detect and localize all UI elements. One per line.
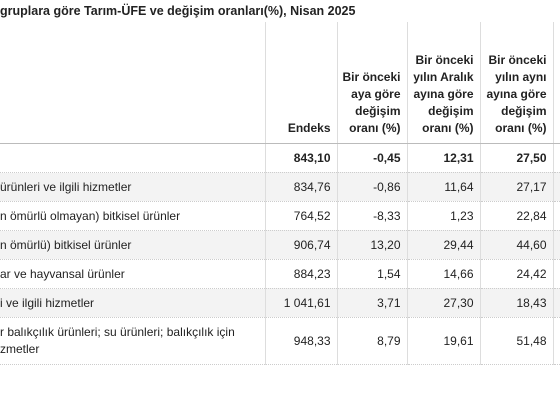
row-label: i ve ilgili hizmetler — [0, 288, 265, 318]
table-row: n ömürlü) bitkisel ürünler 906,74 13,20 29,… — [0, 230, 560, 260]
cell-value: 11,64 — [406, 172, 480, 202]
row-label: r balıkçılık ürünleri; su ürünleri; balı… — [0, 317, 265, 365]
cell-value: 51,48 — [479, 317, 553, 365]
cell-value: 22,84 — [479, 201, 553, 231]
row-label: ürünleri ve ilgili hizmetler — [0, 172, 265, 202]
cell-value: 948,33 — [264, 317, 337, 365]
cell-value: 27,17 — [479, 172, 553, 202]
row-label: ar ve hayvansal ürünler — [0, 259, 265, 289]
table-row: r balıkçılık ürünleri; su ürünleri; balı… — [0, 317, 560, 365]
cell-value: 834,76 — [264, 172, 337, 202]
cell-value: 8,79 — [336, 317, 407, 365]
table-row: ürünleri ve ilgili hizmetler 834,76 -0,86 1… — [0, 172, 560, 202]
cell-value: 29,44 — [406, 230, 480, 260]
row-label: n ömürlü) bitkisel ürünler — [0, 230, 265, 260]
table-row: i ve ilgili hizmetler 1 041,61 3,71 27,30 18… — [0, 288, 560, 318]
cell-value: 3,71 — [336, 288, 407, 318]
cell-edge — [552, 201, 560, 231]
cell-value: 843,10 — [264, 143, 337, 173]
cell-value: 14,66 — [406, 259, 480, 289]
data-table: Endeks Bir önceki aya göre değişim oranı … — [0, 22, 560, 365]
cell-edge — [552, 317, 560, 365]
column-header: Endeks — [264, 22, 337, 144]
cell-edge — [552, 143, 560, 173]
cell-value: 19,61 — [406, 317, 480, 365]
row-label: n ömürlü olmayan) bitkisel ürünler — [0, 201, 265, 231]
cell-value: 24,42 — [479, 259, 553, 289]
cell-edge — [552, 288, 560, 318]
cell-edge — [552, 172, 560, 202]
cell-edge — [552, 230, 560, 260]
cell-value: 884,23 — [264, 259, 337, 289]
cell-value: 12,31 — [406, 143, 480, 173]
column-header: Bir önceki aya göre değişim oranı (%) — [336, 22, 407, 144]
cell-value: 27,50 — [479, 143, 553, 173]
row-label — [0, 143, 265, 173]
cell-value: 27,30 — [406, 288, 480, 318]
cell-value: 1,54 — [336, 259, 407, 289]
column-header: Bir önceki yılın Aralık ayına göre değiş… — [406, 22, 480, 144]
cell-value: 44,60 — [479, 230, 553, 260]
cell-value: 764,52 — [264, 201, 337, 231]
page-title: gruplara göre Tarım-ÜFE ve değişim oranl… — [0, 4, 356, 18]
column-header-edge — [552, 22, 560, 144]
header-blank — [0, 22, 265, 144]
cell-value: 906,74 — [264, 230, 337, 260]
cell-value: 13,20 — [336, 230, 407, 260]
column-header: Bir önceki yılın aynı ayına göre değişim… — [479, 22, 553, 144]
table-row: 843,10 -0,45 12,31 27,50 — [0, 143, 560, 173]
cell-value: 1,23 — [406, 201, 480, 231]
cell-value: -0,86 — [336, 172, 407, 202]
cell-value: 18,43 — [479, 288, 553, 318]
cell-edge — [552, 259, 560, 289]
cell-value: -0,45 — [336, 143, 407, 173]
cell-value: -8,33 — [336, 201, 407, 231]
table-row: ar ve hayvansal ürünler 884,23 1,54 14,66 24… — [0, 259, 560, 289]
table-row: n ömürlü olmayan) bitkisel ürünler 764,52… — [0, 201, 560, 231]
cell-value: 1 041,61 — [264, 288, 337, 318]
